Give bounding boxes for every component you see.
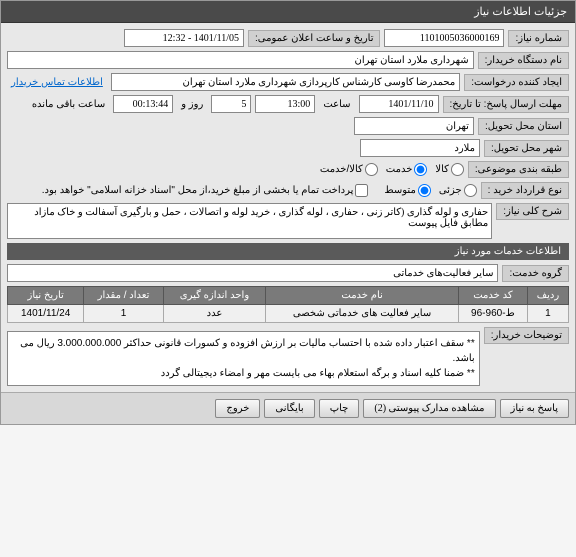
buyer-notes-box: ** سقف اعتبار داده شده با احتساب مالیات …: [7, 331, 480, 386]
row-requester: ایجاد کننده درخواست: اطلاعات تماس خریدار: [7, 73, 569, 91]
province-input[interactable]: [354, 117, 474, 135]
radio-goods[interactable]: کالا: [435, 163, 464, 176]
contract-note-checkbox[interactable]: [355, 184, 368, 197]
days-input[interactable]: [211, 95, 251, 113]
panel-title: جزئیات اطلاعات نیاز: [1, 1, 575, 23]
service-group-label: گروه خدمت:: [502, 265, 569, 282]
th-code: کد خدمت: [458, 287, 527, 305]
radio-partial-label: جزئی: [439, 185, 462, 196]
remaining-label: ساعت باقی مانده: [28, 99, 109, 110]
radio-goods-input[interactable]: [451, 163, 464, 176]
category-label: طبقه بندی موضوعی:: [468, 161, 569, 178]
buyer-notes-label: توضیحات خریدار:: [484, 327, 569, 344]
radio-service-label: خدمت: [386, 164, 413, 175]
th-date: تاریخ نیاز: [8, 287, 84, 305]
service-group-input[interactable]: [7, 264, 498, 282]
remaining-time-input[interactable]: [113, 95, 173, 113]
contract-radio-group: جزئی متوسط: [384, 184, 476, 197]
button-bar: پاسخ به نیاز مشاهده مدارک پیوستی (2) چاپ…: [1, 392, 575, 424]
radio-partial-input[interactable]: [464, 184, 477, 197]
th-row-num: ردیف: [527, 287, 568, 305]
radio-goods-service[interactable]: کالا/خدمت: [320, 163, 378, 176]
row-buyer-org: نام دستگاه خریدار:: [7, 51, 569, 69]
contact-link[interactable]: اطلاعات تماس خریدار: [7, 77, 107, 88]
services-table: ردیف کد خدمت نام خدمت واحد اندازه گیری ت…: [7, 286, 569, 323]
deadline-time-input[interactable]: [255, 95, 315, 113]
need-number-input[interactable]: [384, 29, 504, 47]
row-need-number: شماره نیاز: تاریخ و ساعت اعلان عمومی:: [7, 29, 569, 47]
radio-medium-input[interactable]: [418, 184, 431, 197]
th-name: نام خدمت: [266, 287, 459, 305]
table-header-row: ردیف کد خدمت نام خدمت واحد اندازه گیری ت…: [8, 287, 569, 305]
save-button[interactable]: بایگانی: [264, 399, 314, 418]
row-category: طبقه بندی موضوعی: کالا خدمت کالا/خدمت: [7, 161, 569, 178]
th-qty: تعداد / مقدار: [84, 287, 163, 305]
exit-button[interactable]: خروج: [215, 399, 260, 418]
row-service-group: گروه خدمت:: [7, 264, 569, 282]
buyer-org-input[interactable]: [7, 51, 474, 69]
table-row[interactable]: 1 ط-960-96 سایر فعالیت های خدماتی شخصی ع…: [8, 305, 569, 323]
deadline-date-input[interactable]: [359, 95, 439, 113]
radio-medium-label: متوسط: [384, 185, 415, 196]
td-code: ط-960-96: [458, 305, 527, 323]
td-qty: 1: [84, 305, 163, 323]
td-date: 1401/11/24: [8, 305, 84, 323]
row-description: شرح کلی نیاز: حفاری و لوله گذاری (کاتر ز…: [7, 203, 569, 239]
requester-input[interactable]: [111, 73, 460, 91]
contract-note-check[interactable]: پرداخت تمام یا بخشی از مبلغ خرید،از محل …: [42, 184, 369, 197]
main-panel: جزئیات اطلاعات نیاز شماره نیاز: تاریخ و …: [0, 0, 576, 425]
buyer-org-label: نام دستگاه خریدار:: [478, 52, 569, 69]
radio-goods-service-input[interactable]: [365, 163, 378, 176]
radio-medium[interactable]: متوسط: [384, 184, 430, 197]
td-name: سایر فعالیت های خدماتی شخصی: [266, 305, 459, 323]
requester-label: ایجاد کننده درخواست:: [464, 74, 569, 91]
row-buyer-notes: توضیحات خریدار: ** سقف اعتبار داده شده ب…: [7, 327, 569, 386]
province-label: استان محل تحویل:: [478, 118, 569, 135]
respond-button[interactable]: پاسخ به نیاز: [500, 399, 570, 418]
city-input[interactable]: [360, 139, 480, 157]
td-row-num: 1: [527, 305, 568, 323]
attachments-button[interactable]: مشاهده مدارک پیوستی (2): [363, 399, 495, 418]
announce-date-label: تاریخ و ساعت اعلان عمومی:: [248, 30, 381, 47]
days-label: روز و: [177, 99, 207, 110]
radio-service-input[interactable]: [414, 163, 427, 176]
radio-goods-service-label: کالا/خدمت: [320, 164, 363, 175]
category-radio-group: کالا خدمت کالا/خدمت: [320, 163, 464, 176]
city-label: شهر محل تحویل:: [484, 140, 569, 157]
announce-date-input[interactable]: [124, 29, 244, 47]
radio-partial[interactable]: جزئی: [439, 184, 477, 197]
th-unit: واحد اندازه گیری: [163, 287, 266, 305]
description-textarea[interactable]: حفاری و لوله گذاری (کاتر زنی ، حفاری ، ل…: [7, 203, 492, 239]
contract-note-text: پرداخت تمام یا بخشی از مبلغ خرید،از محل …: [42, 185, 354, 196]
td-unit: عدد: [163, 305, 266, 323]
radio-service[interactable]: خدمت: [386, 163, 428, 176]
panel-body: شماره نیاز: تاریخ و ساعت اعلان عمومی: نا…: [1, 23, 575, 392]
services-section-header: اطلاعات خدمات مورد نیاز: [7, 243, 569, 260]
print-button[interactable]: چاپ: [319, 399, 360, 418]
row-deadline: مهلت ارسال پاسخ: تا تاریخ: ساعت روز و سا…: [7, 95, 569, 113]
time-label-1: ساعت: [319, 99, 354, 110]
row-city: شهر محل تحویل:: [7, 139, 569, 157]
row-contract-type: نوع قرارداد خرید : جزئی متوسط پرداخت تما…: [7, 182, 569, 199]
need-number-label: شماره نیاز:: [508, 30, 569, 47]
row-province: استان محل تحویل:: [7, 117, 569, 135]
description-label: شرح کلی نیاز:: [496, 203, 569, 220]
contract-type-label: نوع قرارداد خرید :: [481, 182, 569, 199]
deadline-label: مهلت ارسال پاسخ: تا تاریخ:: [443, 96, 569, 113]
radio-goods-label: کالا: [435, 164, 449, 175]
